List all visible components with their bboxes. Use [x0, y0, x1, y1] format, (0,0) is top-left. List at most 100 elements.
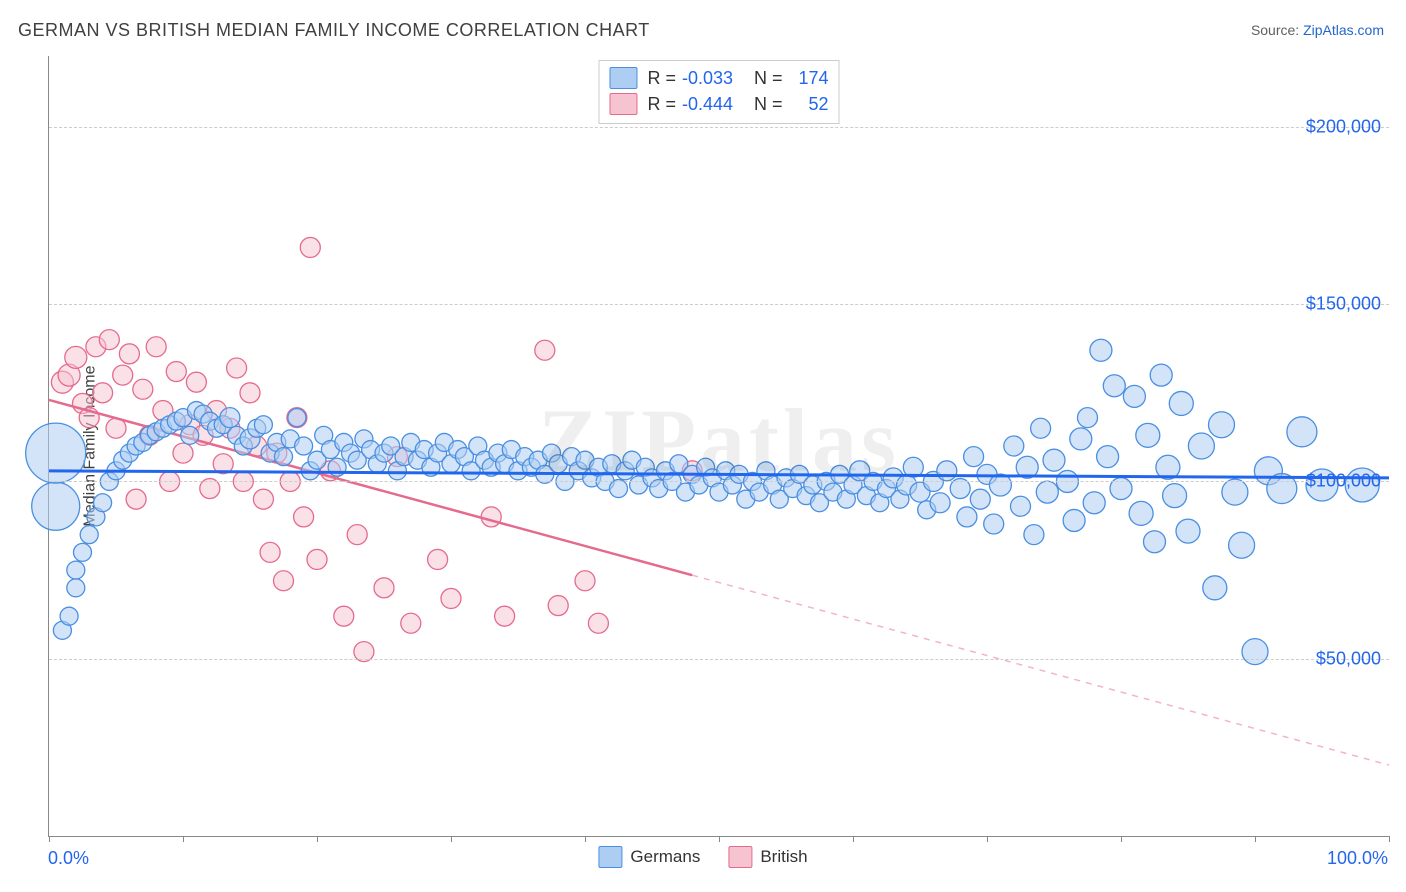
british-point	[495, 606, 515, 626]
germans-point	[1123, 385, 1145, 407]
chart-title: GERMAN VS BRITISH MEDIAN FAMILY INCOME C…	[18, 20, 650, 41]
british-point	[126, 489, 146, 509]
y-tick-label: $100,000	[1306, 471, 1381, 492]
x-tick	[1255, 836, 1256, 842]
germans-point	[220, 408, 240, 428]
germans-point	[26, 423, 86, 483]
r-value: -0.033	[682, 65, 744, 91]
correlation-legend-row: R =-0.444N =52	[609, 91, 828, 117]
legend-item: Germans	[598, 846, 700, 868]
x-tick	[853, 836, 854, 842]
source-attribution: Source: ZipAtlas.com	[1251, 22, 1384, 38]
british-point	[227, 358, 247, 378]
source-link[interactable]: ZipAtlas.com	[1303, 22, 1384, 38]
x-tick	[1121, 836, 1122, 842]
germans-point	[964, 447, 984, 467]
y-gridline	[49, 304, 1389, 305]
x-tick	[317, 836, 318, 842]
british-point	[65, 346, 87, 368]
chart-plot-area: ZIPatlas R =-0.033N =174R =-0.444N =52 $…	[48, 56, 1389, 837]
y-gridline	[49, 481, 1389, 482]
british-point	[401, 613, 421, 633]
germans-point	[1083, 492, 1105, 514]
germans-point	[1203, 576, 1227, 600]
y-gridline	[49, 127, 1389, 128]
germans-point	[60, 607, 78, 625]
germans-point	[1011, 496, 1031, 516]
british-point	[119, 344, 139, 364]
x-axis-max-label: 100.0%	[1327, 848, 1388, 869]
germans-point	[1031, 418, 1051, 438]
british-point	[441, 588, 461, 608]
x-tick	[585, 836, 586, 842]
series-legend: Germans British	[598, 846, 807, 868]
x-tick	[719, 836, 720, 842]
legend-label: British	[760, 847, 807, 867]
germans-point	[254, 416, 272, 434]
legend-item: British	[728, 846, 807, 868]
correlation-legend: R =-0.033 N =174R =-0.444 N =52	[598, 60, 839, 124]
y-gridline	[49, 659, 1389, 660]
germans-point	[67, 561, 85, 579]
germans-point	[1176, 519, 1200, 543]
germans-point	[1287, 417, 1317, 447]
correlation-legend-row: R =-0.033 N =174	[609, 65, 828, 91]
germans-point	[1103, 375, 1125, 397]
british-point	[133, 379, 153, 399]
r-value: -0.444	[682, 91, 744, 117]
germans-point	[1043, 449, 1065, 471]
source-prefix: Source:	[1251, 22, 1303, 38]
germans-point	[1090, 339, 1112, 361]
x-tick	[987, 836, 988, 842]
n-value: 52	[789, 91, 829, 117]
british-point	[274, 571, 294, 591]
british-point	[588, 613, 608, 633]
scatter-plot-svg	[49, 56, 1389, 836]
germans-point	[1078, 408, 1098, 428]
legend-swatch	[728, 846, 752, 868]
british-point	[260, 542, 280, 562]
n-label: N =	[754, 65, 783, 91]
germans-point	[94, 494, 112, 512]
germans-point	[930, 493, 950, 513]
germans-point	[1136, 423, 1160, 447]
british-point	[186, 372, 206, 392]
x-tick	[49, 836, 50, 842]
germans-point	[1169, 391, 1193, 415]
germans-point	[937, 461, 957, 481]
legend-swatch	[598, 846, 622, 868]
british-point	[173, 443, 193, 463]
germans-point	[1163, 484, 1187, 508]
germans-point	[1024, 525, 1044, 545]
germans-point	[288, 409, 306, 427]
germans-point	[1036, 481, 1058, 503]
british-point	[481, 507, 501, 527]
n-value: 174	[789, 65, 829, 91]
british-point	[548, 596, 568, 616]
germans-point	[74, 543, 92, 561]
british-point	[294, 507, 314, 527]
y-tick-label: $150,000	[1306, 294, 1381, 315]
germans-point	[1229, 532, 1255, 558]
british-point	[93, 383, 113, 403]
british-point	[307, 549, 327, 569]
british-point	[334, 606, 354, 626]
british-point	[146, 337, 166, 357]
british-point	[347, 525, 367, 545]
germans-point	[984, 514, 1004, 534]
british-point	[113, 365, 133, 385]
british-point	[374, 578, 394, 598]
germans-point	[1129, 501, 1153, 525]
n-label: N =	[754, 91, 783, 117]
germans-point	[1097, 446, 1119, 468]
germans-point	[1242, 639, 1268, 665]
germans-point	[1209, 412, 1235, 438]
germans-point	[275, 448, 293, 466]
germans-point	[970, 489, 990, 509]
british-regression-line-extrapolated	[692, 575, 1389, 765]
british-point	[575, 571, 595, 591]
germans-point	[1222, 479, 1248, 505]
germans-point	[181, 426, 199, 444]
r-label: R =	[647, 65, 676, 91]
germans-point	[957, 507, 977, 527]
